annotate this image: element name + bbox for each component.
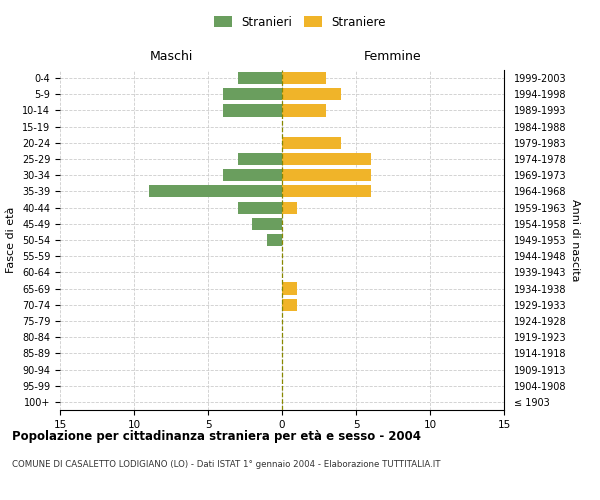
Bar xyxy=(238,153,282,165)
Bar xyxy=(223,104,282,117)
Text: COMUNE DI CASALETTO LODIGIANO (LO) - Dati ISTAT 1° gennaio 2004 - Elaborazione T: COMUNE DI CASALETTO LODIGIANO (LO) - Dat… xyxy=(12,460,440,469)
Legend: Stranieri, Straniere: Stranieri, Straniere xyxy=(209,11,391,34)
Text: Femmine: Femmine xyxy=(364,50,422,63)
Text: Popolazione per cittadinanza straniera per età e sesso - 2004: Popolazione per cittadinanza straniera p… xyxy=(12,430,421,443)
Bar xyxy=(282,202,297,213)
Bar xyxy=(223,169,282,181)
Bar xyxy=(253,218,282,230)
Bar xyxy=(223,88,282,101)
Bar xyxy=(282,137,341,149)
Y-axis label: Fasce di età: Fasce di età xyxy=(7,207,16,273)
Bar xyxy=(282,88,341,101)
Bar xyxy=(282,169,371,181)
Bar xyxy=(282,186,371,198)
Bar xyxy=(282,153,371,165)
Bar xyxy=(282,104,326,117)
Bar xyxy=(267,234,282,246)
Y-axis label: Anni di nascita: Anni di nascita xyxy=(571,198,580,281)
Bar xyxy=(282,298,297,311)
Bar xyxy=(149,186,282,198)
Bar xyxy=(238,202,282,213)
Bar xyxy=(238,72,282,84)
Bar xyxy=(282,282,297,294)
Bar xyxy=(282,72,326,84)
Text: Maschi: Maschi xyxy=(149,50,193,63)
